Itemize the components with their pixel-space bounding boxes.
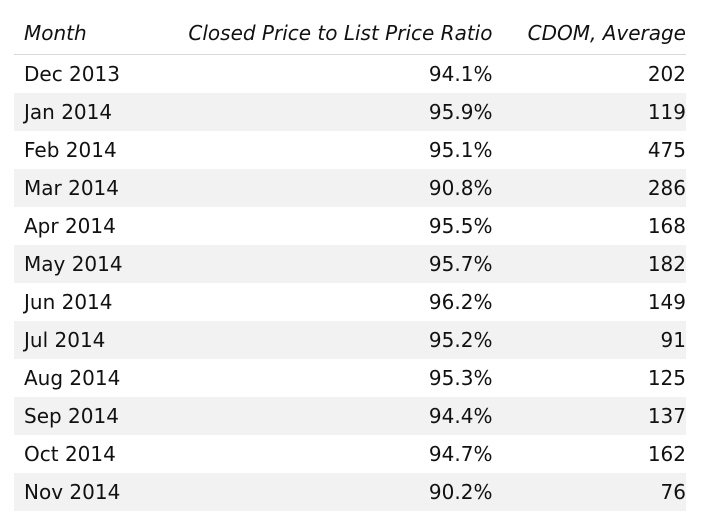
table-row: Dec 2013 94.1% 202 [14, 55, 686, 94]
cell-price-ratio: 90.2% [149, 473, 493, 511]
cell-price-ratio: 95.2% [149, 321, 493, 359]
table-row: May 2014 95.7% 182 [14, 245, 686, 283]
cell-price-ratio: 95.1% [428, 138, 493, 162]
cell-cdom-average: 149 [647, 290, 686, 314]
cell-month: Nov 2014 [14, 473, 150, 511]
column-header-price-ratio[interactable]: Closed Price to List Price Ratio [149, 14, 493, 55]
cell-price-ratio: 95.3% [428, 366, 493, 390]
table-row: Feb 2014 95.1% 475 [14, 131, 686, 169]
cell-price-ratio: 95.9% [149, 93, 493, 131]
cell-month: Sep 2014 [14, 397, 150, 435]
table-body: Dec 2013 94.1% 202 Jan 2014 95.9% 119 Fe… [14, 55, 686, 511]
table-row: Mar 2014 90.8% 286 [14, 169, 686, 207]
table-row: Sep 2014 94.4% 137 [14, 397, 686, 435]
cell-month: Jul 2014 [14, 321, 150, 359]
table-row: Aug 2014 95.3% 125 [14, 359, 686, 397]
cell-cdom-average: 162 [647, 442, 686, 466]
cell-month: Apr 2014 [24, 214, 116, 238]
cell-cdom-average: 137 [492, 397, 686, 435]
cell-price-ratio: 96.2% [428, 290, 493, 314]
column-header-cdom-average[interactable]: CDOM, Average [492, 14, 686, 55]
cell-cdom-average: 182 [492, 245, 686, 283]
cell-month: May 2014 [14, 245, 150, 283]
cell-month: Oct 2014 [24, 442, 116, 466]
table-row: Jul 2014 95.2% 91 [14, 321, 686, 359]
data-table: Month Closed Price to List Price Ratio C… [14, 14, 686, 511]
table-header: Month Closed Price to List Price Ratio C… [14, 14, 686, 55]
table-row: Oct 2014 94.7% 162 [14, 435, 686, 473]
table-row: Nov 2014 90.2% 76 [14, 473, 686, 511]
cell-price-ratio: 90.8% [149, 169, 493, 207]
cell-cdom-average: 125 [647, 366, 686, 390]
cell-cdom-average: 168 [647, 214, 686, 238]
table-row: Jan 2014 95.9% 119 [14, 93, 686, 131]
table-row: Jun 2014 96.2% 149 [14, 283, 686, 321]
cell-price-ratio: 95.5% [428, 214, 493, 238]
cell-month: Feb 2014 [24, 138, 117, 162]
cell-price-ratio: 94.1% [428, 62, 493, 86]
cell-cdom-average: 91 [492, 321, 686, 359]
cell-cdom-average: 119 [492, 93, 686, 131]
cell-month: Jan 2014 [14, 93, 150, 131]
cell-month: Mar 2014 [14, 169, 150, 207]
cell-month: Aug 2014 [24, 366, 121, 390]
header-row: Month Closed Price to List Price Ratio C… [14, 14, 686, 55]
column-header-month[interactable]: Month [14, 14, 150, 55]
data-table-container: Month Closed Price to List Price Ratio C… [14, 14, 686, 511]
cell-cdom-average: 475 [647, 138, 686, 162]
cell-price-ratio: 95.7% [149, 245, 493, 283]
cell-price-ratio: 94.4% [149, 397, 493, 435]
cell-price-ratio: 94.7% [428, 442, 493, 466]
cell-month: Jun 2014 [24, 290, 113, 314]
cell-month: Dec 2013 [24, 62, 120, 86]
cell-cdom-average: 286 [492, 169, 686, 207]
cell-cdom-average: 202 [647, 62, 686, 86]
table-row: Apr 2014 95.5% 168 [14, 207, 686, 245]
cell-cdom-average: 76 [492, 473, 686, 511]
